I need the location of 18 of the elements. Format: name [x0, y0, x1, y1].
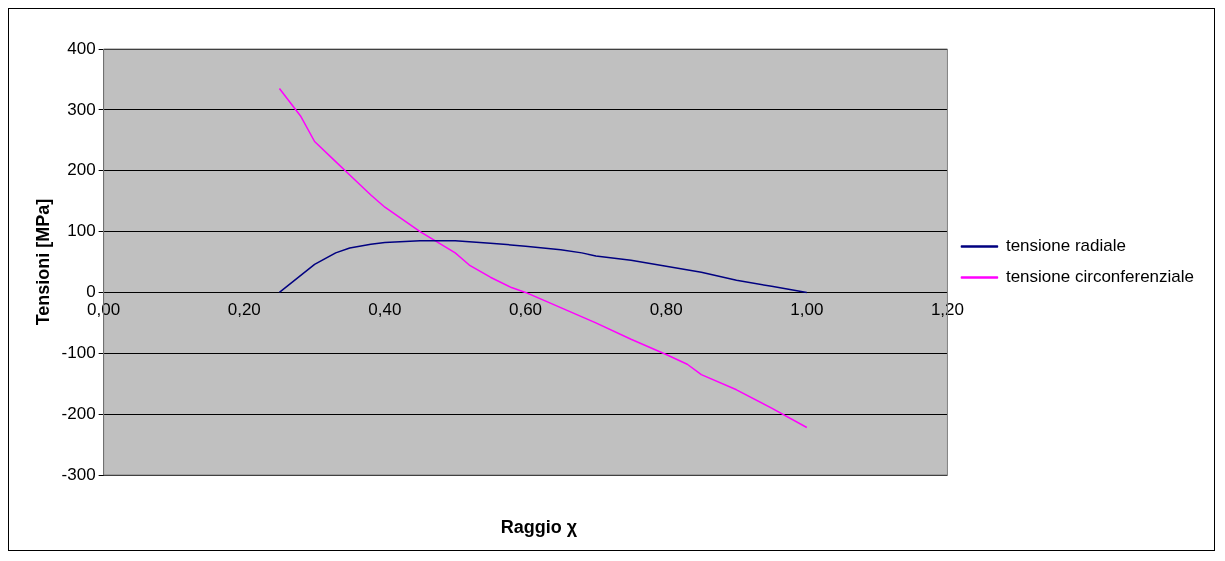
x-tick-label: 0,40 — [368, 300, 402, 320]
y-tick-label: 200 — [67, 160, 96, 180]
x-tick-label: 0,80 — [649, 300, 683, 320]
y-tick-label: 0 — [86, 282, 96, 302]
y-tick-label: -300 — [61, 464, 96, 484]
y-tick-label: 100 — [67, 221, 96, 241]
y-axis-title: Tensioni [MPa] — [32, 198, 53, 326]
x-axis-title: Raggio χ — [499, 517, 579, 538]
x-tick-label: 0,20 — [227, 300, 261, 320]
y-tick-label: -200 — [61, 403, 96, 423]
y-tick-label: 400 — [67, 38, 96, 58]
legend-label: tensione circonferenziale — [1005, 267, 1195, 287]
y-tick-label: 300 — [67, 99, 96, 119]
y-tick-label: -100 — [61, 342, 96, 362]
legend-label: tensione radiale — [1005, 236, 1126, 256]
x-tick-label: 0,60 — [508, 300, 543, 320]
x-tick-label: 1,00 — [790, 300, 824, 320]
x-tick-label: 1,20 — [930, 300, 964, 320]
